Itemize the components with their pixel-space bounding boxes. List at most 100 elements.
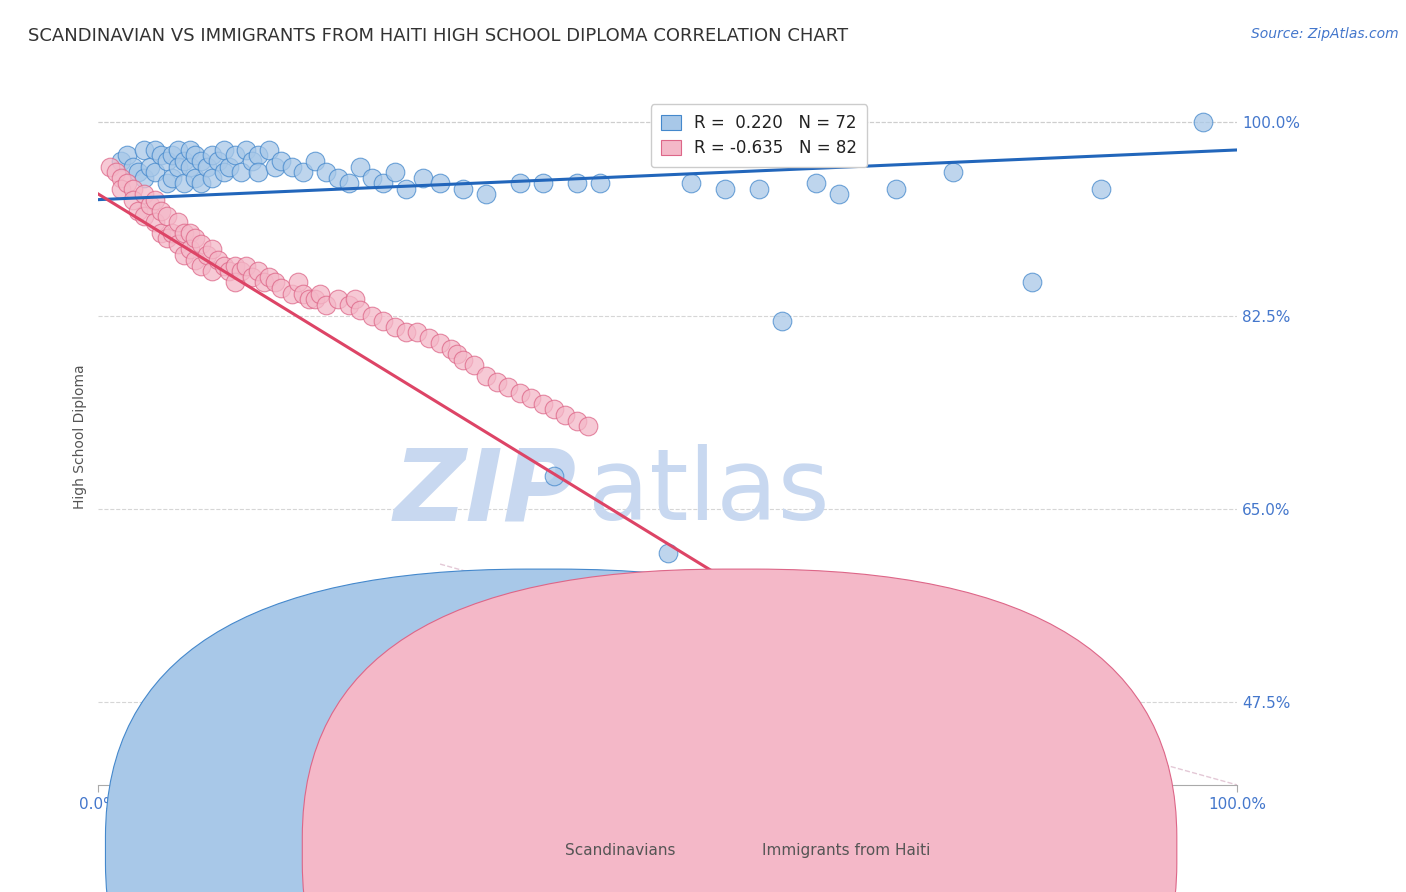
Point [167, 236, 190, 251]
Point [190, 153, 212, 168]
Point [486, 375, 509, 389]
Point [349, 303, 371, 318]
Point [252, 276, 274, 290]
Point [520, 667, 543, 681]
Point [121, 193, 143, 207]
Point [190, 236, 212, 251]
Point [156, 153, 179, 168]
Point [440, 342, 463, 356]
Text: SCANDINAVIAN VS IMMIGRANTS FROM HAITI HIGH SCHOOL DIPLOMA CORRELATION CHART: SCANDINAVIAN VS IMMIGRANTS FROM HAITI HI… [28, 27, 848, 45]
Point [127, 165, 149, 179]
Point [235, 259, 257, 273]
Point [337, 176, 360, 190]
Point [207, 253, 229, 268]
Point [474, 369, 496, 384]
Point [429, 176, 451, 190]
Point [429, 607, 451, 621]
Point [259, 269, 281, 284]
Point [406, 325, 429, 339]
Point [395, 181, 418, 195]
Point [498, 380, 520, 394]
Point [127, 203, 149, 218]
Point [565, 413, 588, 427]
Point [138, 198, 160, 212]
Point [121, 160, 143, 174]
Point [451, 352, 474, 367]
Point [173, 153, 195, 168]
Point [162, 148, 184, 162]
Point [264, 160, 287, 174]
Text: ZIP: ZIP [394, 444, 576, 541]
Point [326, 170, 349, 185]
Point [110, 181, 132, 195]
Point [110, 153, 132, 168]
Point [184, 253, 207, 268]
Point [264, 276, 287, 290]
Point [565, 176, 588, 190]
Point [212, 143, 235, 157]
Point [224, 148, 246, 162]
Point [531, 176, 554, 190]
Point [884, 181, 907, 195]
Point [748, 181, 770, 195]
Point [212, 165, 235, 179]
Point [509, 385, 531, 400]
Point [184, 231, 207, 245]
Text: Immigrants from Haiti: Immigrants from Haiti [762, 843, 931, 857]
Text: Scandinavians: Scandinavians [565, 843, 676, 857]
Point [543, 468, 565, 483]
Point [156, 209, 179, 223]
Point [156, 231, 179, 245]
Point [150, 226, 173, 240]
Point [679, 176, 702, 190]
Point [145, 215, 167, 229]
Point [132, 170, 155, 185]
Point [565, 679, 588, 693]
Point [115, 148, 138, 162]
Point [406, 601, 429, 615]
Point [360, 170, 382, 185]
Point [412, 170, 434, 185]
Point [259, 143, 281, 157]
Point [195, 160, 218, 174]
Point [576, 419, 599, 434]
Point [304, 153, 326, 168]
Point [657, 546, 679, 560]
Point [235, 143, 257, 157]
Point [804, 176, 827, 190]
Point [179, 226, 201, 240]
Point [184, 148, 207, 162]
Point [315, 165, 337, 179]
Point [304, 292, 326, 306]
Point [770, 314, 793, 328]
Point [337, 297, 360, 311]
Point [384, 165, 406, 179]
Point [201, 243, 224, 257]
Point [195, 248, 218, 262]
Text: Source: ZipAtlas.com: Source: ZipAtlas.com [1251, 27, 1399, 41]
Point [167, 215, 190, 229]
Point [343, 292, 366, 306]
Point [98, 160, 121, 174]
Point [190, 259, 212, 273]
Point [474, 187, 496, 202]
Point [384, 319, 406, 334]
Point [1090, 181, 1112, 195]
Point [1021, 276, 1043, 290]
Point [218, 160, 240, 174]
Point [395, 325, 418, 339]
Point [150, 148, 173, 162]
Point [474, 629, 496, 643]
Text: atlas: atlas [588, 444, 830, 541]
Point [446, 347, 468, 361]
Point [110, 170, 132, 185]
Point [218, 264, 240, 278]
Point [246, 148, 269, 162]
Point [115, 176, 138, 190]
Point [281, 286, 304, 301]
Point [315, 297, 337, 311]
Point [287, 276, 309, 290]
Point [184, 170, 207, 185]
Point [520, 392, 543, 406]
Point [201, 170, 224, 185]
